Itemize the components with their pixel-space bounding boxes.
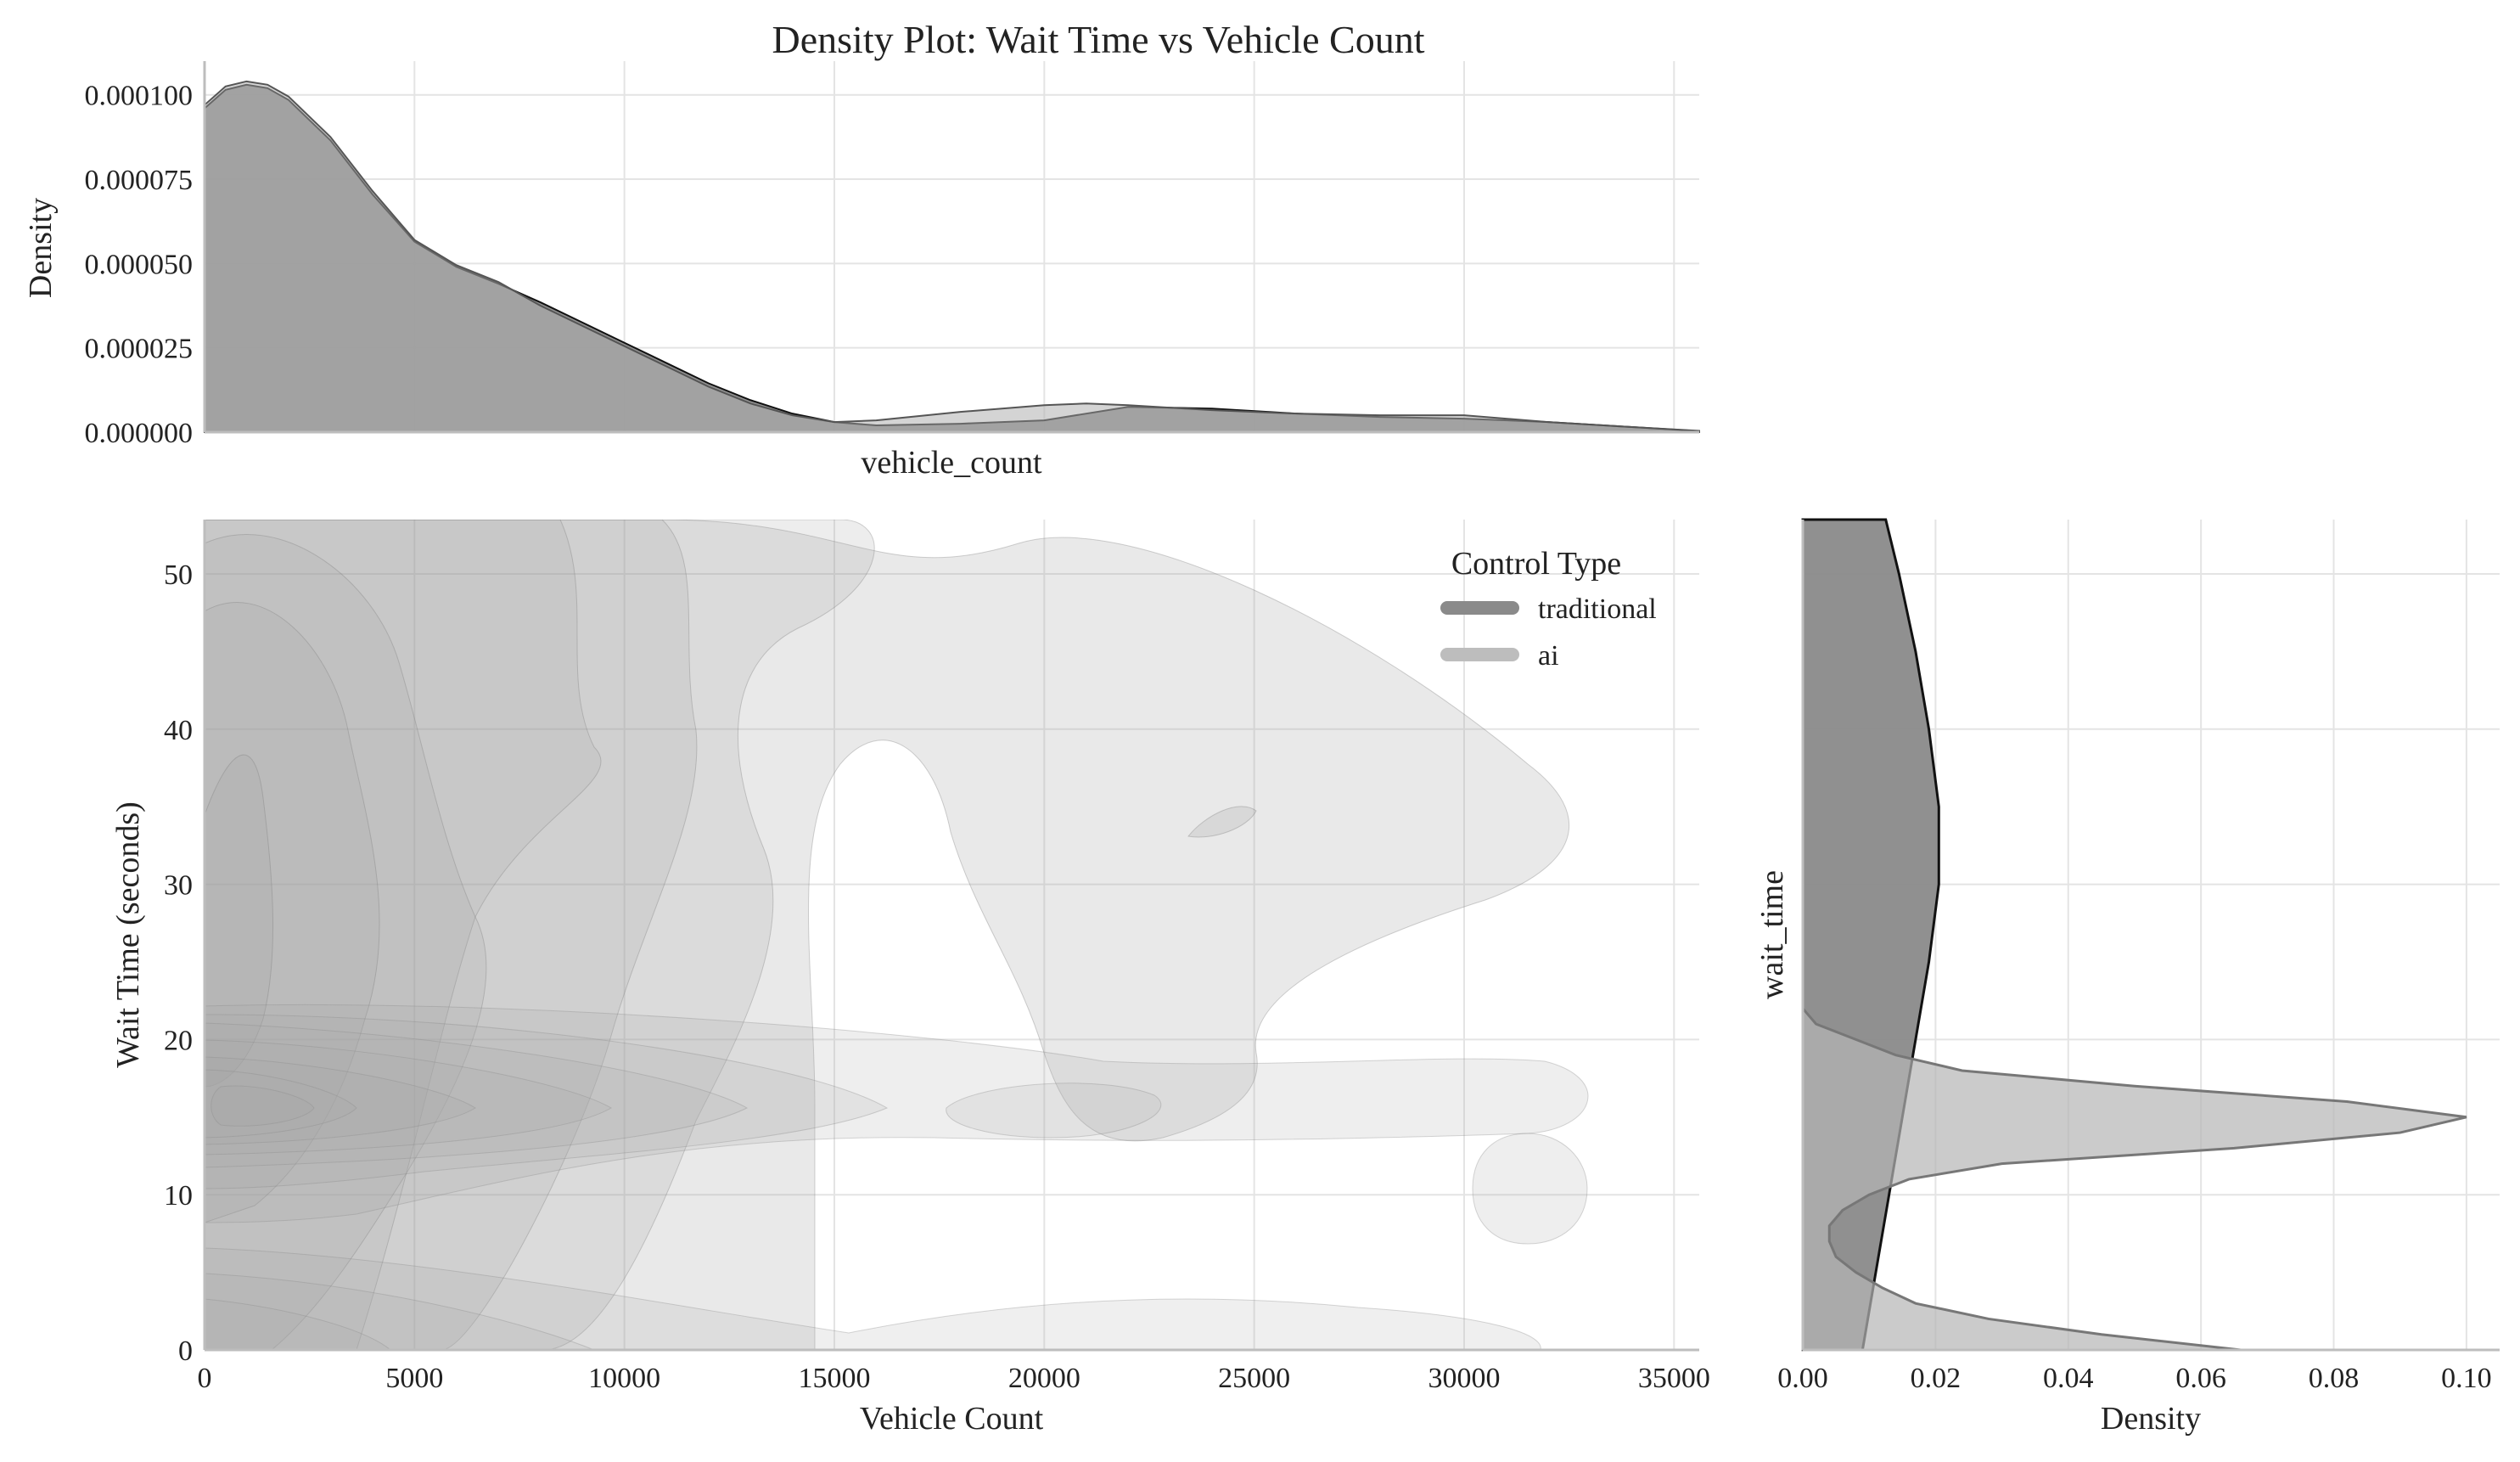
ai-contour-level-4 <box>205 1039 612 1156</box>
right-xtick-label: 0.06 <box>2175 1363 2226 1394</box>
traditional-contours <box>205 520 1570 1350</box>
main-ytick-label: 30 <box>164 870 193 902</box>
main-xtick-label: 15000 <box>798 1363 870 1394</box>
main-xtick-label: 30000 <box>1428 1363 1500 1394</box>
ai-contour-level-6 <box>205 1069 357 1139</box>
top-ytick-label: 0.000050 <box>85 249 194 280</box>
ai-lower-band-1 <box>205 1247 1541 1350</box>
ai-contour-mid-blob <box>946 1082 1162 1139</box>
main-y-axis-label: Wait Time (seconds) <box>110 801 146 1068</box>
top-ytick-label: 0.000000 <box>85 418 194 449</box>
legend-label-traditional: traditional <box>1538 593 1657 625</box>
right-xtick-label: 0.10 <box>2441 1363 2492 1394</box>
right-series <box>1801 518 2467 1352</box>
main-xtick-label: 0 <box>198 1363 212 1394</box>
main-xtick-label: 25000 <box>1218 1363 1290 1394</box>
ai-contour-level-1 <box>205 1004 1589 1223</box>
main-ytick-label: 0 <box>178 1335 193 1367</box>
traditional-contour-level-5 <box>205 534 487 1350</box>
legend-title: Control Type <box>1451 546 1621 582</box>
right-x-axis-label: Density <box>2101 1401 2201 1437</box>
top-density-ai <box>204 80 1700 433</box>
main-yticks: 0 10 20 30 40 50 <box>164 559 193 1367</box>
top-x-axis-label: vehicle_count <box>861 445 1042 481</box>
main-ytick-label: 50 <box>164 559 193 591</box>
main-ytick-label: 10 <box>164 1180 193 1212</box>
main-xtick-label: 35000 <box>1638 1363 1710 1394</box>
main-xticks: 0 5000 10000 15000 20000 25000 30000 35000 <box>198 1363 1710 1394</box>
right-y-axis-label: wait_time <box>1754 870 1790 999</box>
traditional-contour-level-7 <box>205 754 274 1088</box>
right-marginal-panel: 0.00 0.02 0.04 0.06 0.08 0.10 Density wait_ti… <box>1754 518 2500 1437</box>
main-ytick-label: 40 <box>164 715 193 746</box>
top-yticks: 0.000000 0.000025 0.000050 0.000075 0.000100 <box>85 81 194 449</box>
ai-contour-small-blob <box>1472 1133 1588 1245</box>
right-xtick-label: 0.00 <box>1777 1363 1828 1394</box>
chart-title: Density Plot: Wait Time vs Vehicle Count <box>772 18 1425 61</box>
main-xtick-label: 10000 <box>588 1363 660 1394</box>
top-ytick-label: 0.000075 <box>85 165 194 196</box>
ai-contour-level-3 <box>205 1022 749 1168</box>
main-xtick-label: 20000 <box>1008 1363 1080 1394</box>
right-xtick-label: 0.04 <box>2043 1363 2094 1394</box>
traditional-contour-level-4 <box>205 520 602 1350</box>
traditional-contour-level-2 <box>205 520 875 1350</box>
right-density-ai <box>1801 1004 2467 1352</box>
traditional-contour-small-island <box>1187 806 1257 838</box>
main-xtick-label: 5000 <box>385 1363 443 1394</box>
right-xtick-label: 0.02 <box>1911 1363 1962 1394</box>
top-ytick-label: 0.000100 <box>85 81 194 112</box>
traditional-contour-level-6 <box>205 602 380 1223</box>
main-x-axis-label: Vehicle Count <box>860 1401 1044 1437</box>
right-xticks: 0.00 0.02 0.04 0.06 0.08 0.10 <box>1777 1363 2491 1394</box>
ai-contour-level-5 <box>205 1056 476 1145</box>
legend-label-ai: ai <box>1538 640 1559 672</box>
traditional-contour-level-3 <box>205 520 698 1350</box>
top-marginal-panel: 0.000000 0.000025 0.000050 0.000075 0.000100… <box>23 61 1700 481</box>
ai-lower-band-2 <box>205 1273 595 1350</box>
ai-contour-level-7 <box>210 1085 315 1127</box>
top-ytick-label: 0.000025 <box>85 334 194 365</box>
top-y-axis-label: Density <box>23 198 59 298</box>
top-series <box>204 80 1700 433</box>
traditional-contour-level-1 <box>205 520 1570 1350</box>
main-ytick-label: 20 <box>164 1025 193 1056</box>
right-xtick-label: 0.08 <box>2309 1363 2360 1394</box>
main-contours <box>205 520 1589 1350</box>
ai-lower-band-3 <box>205 1298 391 1350</box>
legend: Control Type traditional ai <box>1440 546 1657 672</box>
ai-contour-level-2 <box>205 1014 889 1189</box>
ai-contours <box>205 1004 1589 1350</box>
main-joint-panel: 0 5000 10000 15000 20000 25000 30000 35000 0 10 2… <box>110 520 1710 1437</box>
